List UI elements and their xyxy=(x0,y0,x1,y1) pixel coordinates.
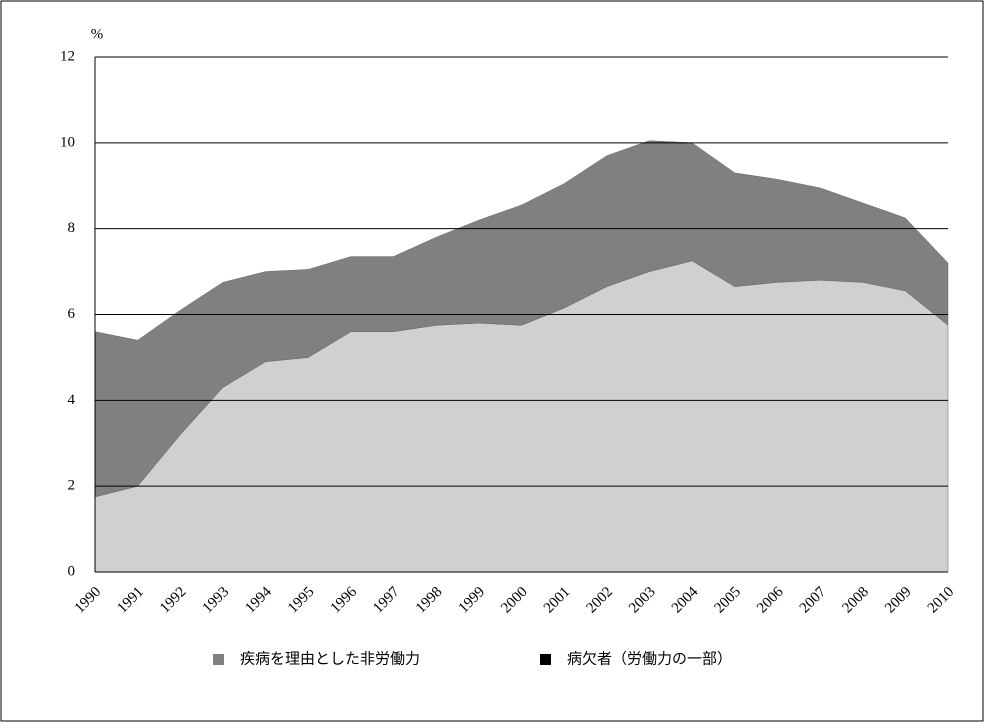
y-tick-label: 4 xyxy=(68,392,76,408)
y-tick-label: 10 xyxy=(60,134,75,150)
y-tick-label: 2 xyxy=(68,478,76,494)
legend-marker xyxy=(213,654,224,665)
y-unit: % xyxy=(91,26,104,42)
y-tick-label: 6 xyxy=(68,306,76,322)
y-tick-label: 8 xyxy=(68,220,76,236)
legend-label: 疾病を理由とした非労働力 xyxy=(240,650,420,667)
legend-label: 病欠者（労働力の一部） xyxy=(567,650,732,667)
legend-marker xyxy=(540,654,551,665)
area xyxy=(94,140,949,498)
y-tick-label: 12 xyxy=(60,48,75,64)
y-tick-label: 0 xyxy=(68,563,76,579)
